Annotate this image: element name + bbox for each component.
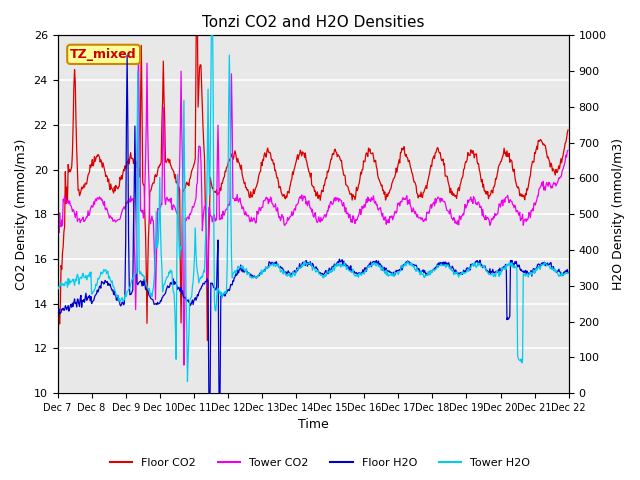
Title: Tonzi CO2 and H2O Densities: Tonzi CO2 and H2O Densities [202, 15, 424, 30]
Y-axis label: H2O Density (mmol/m3): H2O Density (mmol/m3) [612, 138, 625, 290]
Y-axis label: CO2 Density (mmol/m3): CO2 Density (mmol/m3) [15, 139, 28, 290]
X-axis label: Time: Time [298, 419, 328, 432]
Legend: Floor CO2, Tower CO2, Floor H2O, Tower H2O: Floor CO2, Tower CO2, Floor H2O, Tower H… [105, 453, 535, 472]
Text: TZ_mixed: TZ_mixed [70, 48, 137, 61]
